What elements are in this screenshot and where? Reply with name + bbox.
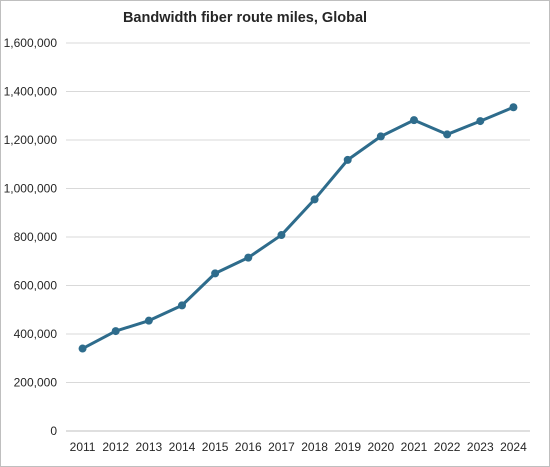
x-tick-label: 2024: [500, 440, 527, 454]
x-tick-label: 2023: [467, 440, 494, 454]
data-point: [443, 130, 452, 139]
chart-title: Bandwidth fiber route miles, Global: [122, 10, 368, 26]
data-point: [476, 117, 485, 126]
data-point: [211, 269, 220, 278]
y-tick-label: 200,000: [14, 376, 58, 390]
data-point: [376, 132, 385, 141]
x-tick-label: 2017: [268, 440, 295, 454]
data-point: [111, 327, 120, 336]
y-tick-label: 1,000,000: [4, 182, 58, 196]
y-tick-label: 1,400,000: [4, 85, 58, 99]
y-tick-label: 400,000: [14, 327, 58, 341]
y-tick-label: 600,000: [14, 279, 58, 293]
data-point: [509, 103, 518, 112]
x-tick-label: 2022: [434, 440, 461, 454]
x-tick-label: 2013: [136, 440, 163, 454]
data-point: [78, 344, 87, 353]
x-tick-label: 2020: [368, 440, 395, 454]
data-point: [144, 316, 153, 325]
data-point: [244, 253, 253, 262]
y-tick-label: 1,600,000: [4, 36, 58, 50]
x-tick-label: 2018: [301, 440, 328, 454]
y-tick-label: 1,200,000: [4, 133, 58, 147]
x-tick-label: 2012: [102, 440, 129, 454]
x-tick-label: 2014: [169, 440, 196, 454]
y-tick-label: 0: [50, 424, 57, 438]
data-point: [277, 231, 286, 240]
x-tick-label: 2015: [202, 440, 229, 454]
y-tick-label: 800,000: [14, 230, 58, 244]
data-point: [178, 301, 186, 310]
data-point: [410, 116, 418, 125]
series-line: [81, 105, 515, 351]
data-point: [310, 195, 319, 204]
x-tick-label: 2019: [334, 440, 361, 454]
data-point: [343, 155, 352, 164]
x-tick-label: 2021: [401, 440, 428, 454]
x-tick-label: 2016: [235, 440, 262, 454]
x-tick-label: 2011: [70, 440, 96, 454]
